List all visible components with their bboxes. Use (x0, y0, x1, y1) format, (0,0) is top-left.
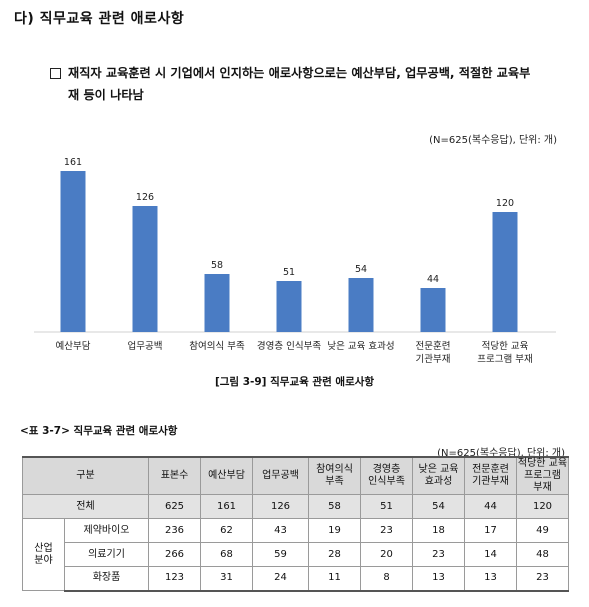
header-cell: 전문훈련 기관부재 (464, 456, 517, 495)
table-cell: 13 (464, 566, 517, 592)
header-cell: 경영층 인식부족 (360, 456, 413, 495)
bar-0 (60, 171, 86, 332)
value-label-0: 161 (64, 157, 82, 168)
table-cell: 19 (308, 518, 361, 543)
square-bullet-icon (50, 68, 61, 79)
table-cell: 58 (308, 494, 361, 519)
header-cell: 참여의식 부족 (308, 456, 361, 495)
bar-2 (204, 274, 230, 332)
section-title: 다) 직무교육 관련 애로사항 (14, 11, 185, 27)
table-cell: 23 (516, 566, 569, 592)
category-label-4: 낮은 교육 효과성 (327, 341, 394, 352)
data-table: 구분 표본수 예산부담 업무공백 참여의식 부족 경영층 인식부족 낮은 교육 … (22, 456, 569, 592)
bar-6 (492, 212, 518, 332)
table-cell: 24 (252, 566, 309, 592)
table-cell: 123 (148, 566, 201, 592)
figure-caption: [그림 3-9] 직무교육 관련 애로사항 (214, 376, 375, 388)
category-label-6: 적당한 교육 프로그램 부재 (477, 340, 532, 365)
table-cell: 48 (516, 542, 569, 567)
header-gubun: 구분 (22, 456, 149, 495)
value-label-4: 54 (355, 264, 367, 275)
table-cell: 68 (200, 542, 253, 567)
value-label-5: 44 (427, 274, 439, 285)
table-cell: 23 (360, 518, 413, 543)
summary-line-2: 재 등이 나타남 (68, 88, 144, 102)
table-row: 의료기기 266 68 59 28 20 23 14 48 (23, 542, 569, 567)
header-cell: 업무공백 (252, 456, 309, 495)
table-cell: 8 (360, 566, 413, 592)
table-cell: 11 (308, 566, 361, 592)
row-label: 의료기기 (64, 542, 149, 567)
row-label: 화장품 (64, 566, 149, 592)
table-cell: 59 (252, 542, 309, 567)
header-cell: 표본수 (148, 456, 201, 495)
bar-chart: 161 예산부담 126 업무공백 58 참여의식 부족 51 경영층 인식부족 54 낮은 교육… (34, 157, 556, 365)
table-row: 산업 분야 제약바이오 236 62 43 19 23 18 17 49 (22, 518, 569, 591)
table-row-total: 전체 625 161 126 58 51 54 44 120 (22, 494, 569, 519)
table-cell: 161 (200, 494, 253, 519)
table-cell: 18 (412, 518, 465, 543)
value-label-3: 51 (283, 267, 295, 278)
table-cell: 62 (200, 518, 253, 543)
value-label-2: 58 (211, 260, 223, 271)
category-label-0: 예산부담 (56, 340, 91, 352)
table-cell: 49 (516, 518, 569, 543)
table-note: (N=625(복수응답), 단위: 개) (437, 448, 565, 459)
table-cell: 13 (412, 566, 465, 592)
table-cell: 126 (252, 494, 309, 519)
chart-note: (N=625(복수응답), 단위: 개) (429, 135, 557, 146)
table-cell: 20 (360, 542, 413, 567)
bar-5 (420, 288, 446, 332)
summary-line-1: 재직자 교육훈련 시 기업에서 인지하는 애로사항으로는 예산부담, 업무공백,… (68, 66, 531, 80)
table-cell: 236 (148, 518, 201, 543)
category-label-5: 전문훈련 기관부재 (416, 340, 451, 365)
header-cell: 적당한 교육 프로그램 부재 (516, 456, 569, 495)
header-cell: 낮은 교육 효과성 (412, 456, 465, 495)
table-cell: 14 (464, 542, 517, 567)
bar-4 (348, 278, 374, 332)
table-cell: 31 (200, 566, 253, 592)
table-cell: 54 (412, 494, 465, 519)
table-cell: 43 (252, 518, 309, 543)
group-label: 산업 분야 (22, 518, 65, 591)
table-cell: 44 (464, 494, 517, 519)
table-cell: 120 (516, 494, 569, 519)
category-label-1: 업무공백 (128, 340, 163, 352)
table-cell: 625 (148, 494, 201, 519)
table-caption: <표 3-7> 직무교육 관련 애로사항 (20, 425, 178, 437)
value-label-6: 120 (496, 198, 514, 209)
table-cell: 17 (464, 518, 517, 543)
table-cell: 51 (360, 494, 413, 519)
category-label-2: 참여의식 부족 (189, 340, 245, 352)
table-cell: 266 (148, 542, 201, 567)
table-cell: 23 (412, 542, 465, 567)
table-header-row: 구분 표본수 예산부담 업무공백 참여의식 부족 경영층 인식부족 낮은 교육 … (22, 456, 569, 495)
bar-1 (132, 206, 158, 332)
row-label: 제약바이오 (64, 518, 149, 543)
value-label-1: 126 (136, 192, 154, 203)
table-cell: 28 (308, 542, 361, 567)
category-label-3: 경영층 인식부족 (257, 340, 321, 352)
bars-group: 161 예산부담 126 업무공백 58 참여의식 부족 51 경영층 인식부족 54 낮은 교육… (56, 157, 533, 365)
table-row: 화장품 123 31 24 11 8 13 13 23 (23, 566, 569, 592)
row-label: 전체 (22, 494, 149, 519)
header-cell: 예산부담 (200, 456, 253, 495)
bar-3 (276, 281, 302, 332)
